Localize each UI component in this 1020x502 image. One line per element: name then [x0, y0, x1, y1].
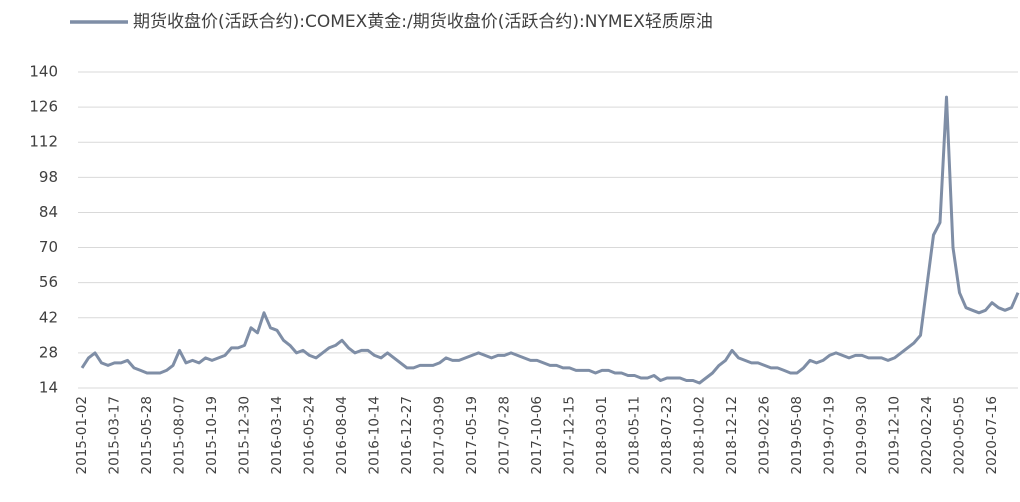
x-tick-label: 2017-05-19: [464, 396, 480, 474]
x-tick-label: 2018-12-12: [724, 396, 740, 474]
y-tick-label: 126: [29, 98, 58, 116]
x-tick-label: 2016-03-14: [269, 396, 285, 474]
x-tick-label: 2020-05-05: [952, 396, 968, 474]
x-tick-label: 2017-10-06: [529, 396, 545, 474]
y-tick-label: 42: [39, 308, 58, 326]
x-tick-label: 2017-12-15: [562, 396, 578, 474]
x-tick-label: 2016-05-24: [302, 396, 318, 474]
y-tick-label: 56: [39, 273, 58, 291]
y-tick-label: 70: [39, 238, 58, 256]
x-tick-label: 2015-05-28: [139, 396, 155, 474]
x-tick-label: 2015-08-07: [172, 396, 188, 474]
x-tick-label: 2019-05-08: [789, 396, 805, 474]
x-tick-label: 2015-10-19: [204, 396, 220, 474]
x-tick-label: 2019-07-19: [822, 396, 838, 474]
y-tick-label: 28: [39, 343, 58, 361]
y-tick-label: 14: [39, 379, 58, 397]
x-tick-label: 2020-07-16: [984, 396, 1000, 474]
x-tick-label: 2018-03-01: [594, 396, 610, 474]
x-tick-label: 2016-12-27: [399, 396, 415, 474]
y-tick-label: 98: [39, 168, 58, 186]
series-line: [80, 95, 1020, 385]
x-tick-label: 2017-07-28: [497, 396, 513, 474]
x-tick-label: 2020-02-24: [919, 396, 935, 474]
x-tick-label: 2016-10-14: [367, 396, 383, 474]
x-tick-label: 2016-08-04: [334, 396, 350, 474]
x-tick-label: 2018-10-02: [692, 396, 708, 474]
y-tick-label: 140: [29, 63, 58, 81]
legend-label: 期货收盘价(活跃合约):COMEX黄金:/期货收盘价(活跃合约):NYMEX轻质…: [133, 12, 713, 32]
y-tick-label: 112: [29, 133, 58, 151]
x-tick-label: 2018-07-23: [659, 396, 675, 474]
x-tick-label: 2015-12-30: [237, 396, 253, 474]
x-tick-label: 2019-12-10: [887, 396, 903, 474]
x-tick-label: 2019-09-30: [854, 396, 870, 474]
x-tick-label: 2015-01-02: [74, 396, 90, 474]
x-tick-label: 2015-03-17: [107, 396, 123, 474]
x-tick-label: 2018-05-11: [627, 396, 643, 474]
y-tick-label: 84: [39, 203, 58, 221]
x-tick-label: 2019-02-26: [757, 396, 773, 474]
x-tick-label: 2017-03-09: [432, 396, 448, 474]
